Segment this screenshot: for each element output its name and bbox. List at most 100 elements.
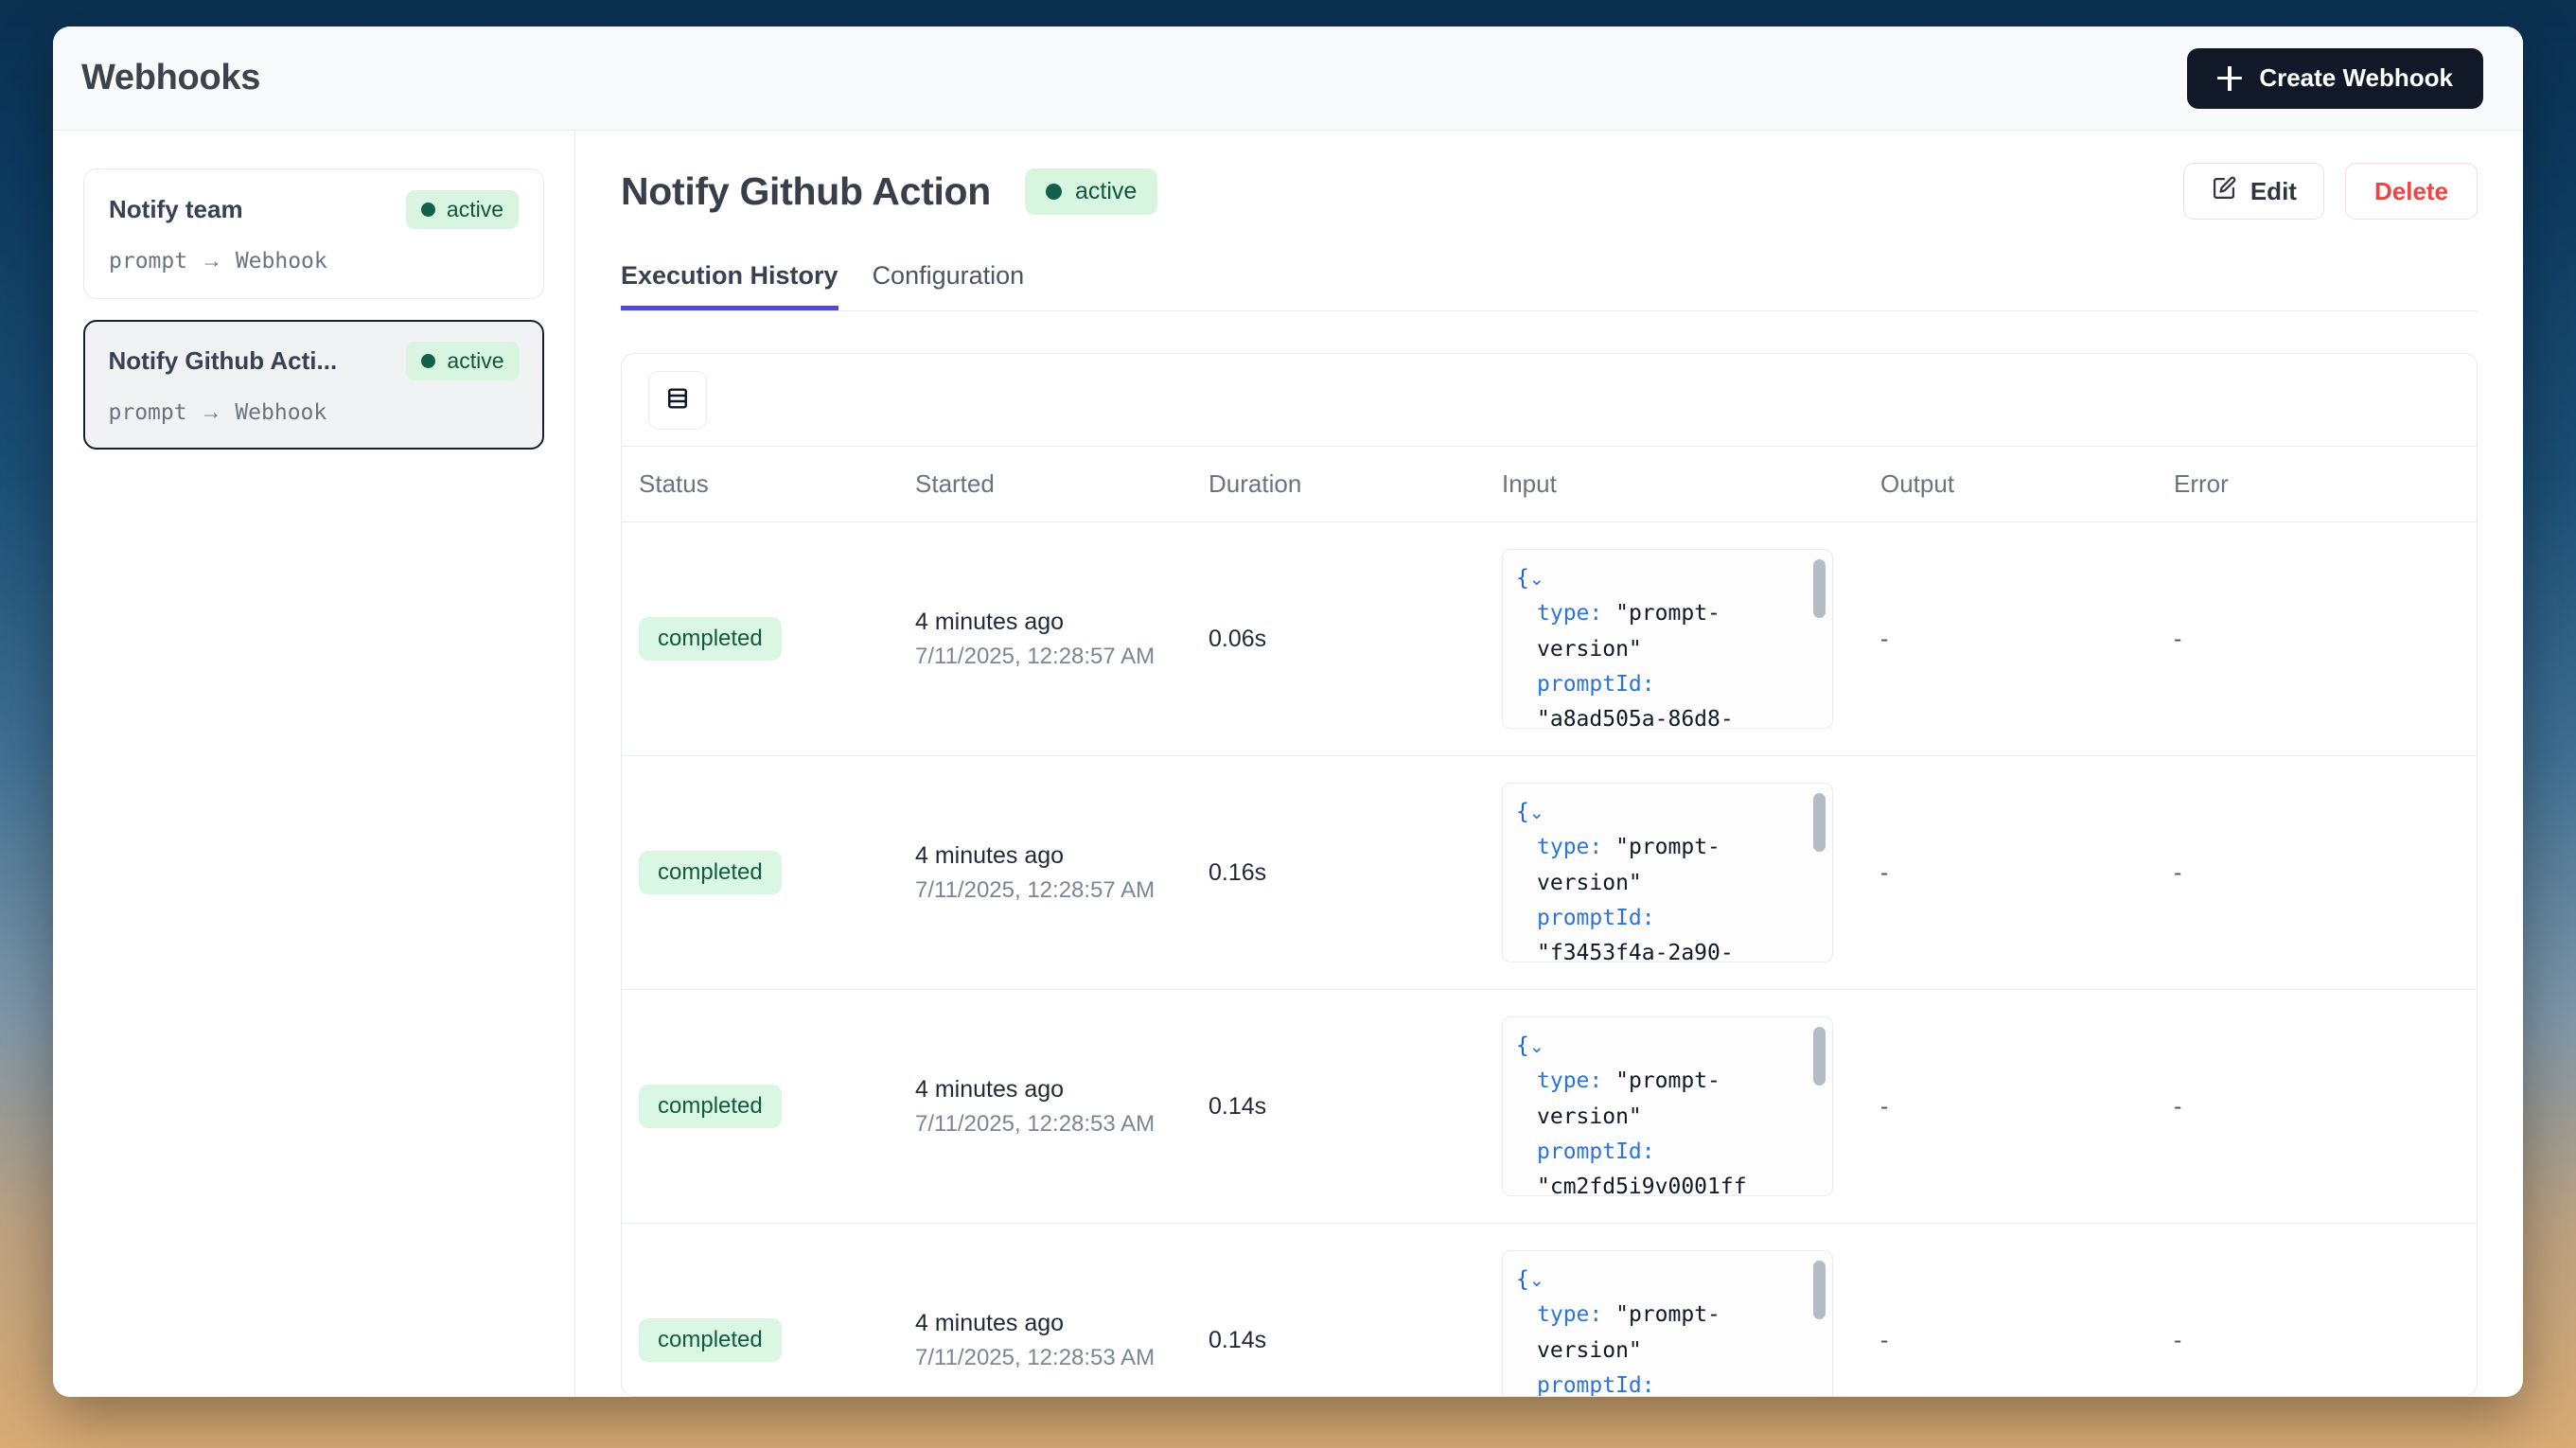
cell-status: completed (622, 755, 915, 990)
chevron-down-icon[interactable]: ⌄ (1528, 1271, 1544, 1291)
sidebar-item-notify-github-action[interactable]: Notify Github Acti... active prompt → We… (83, 320, 544, 450)
json-line: type: "prompt-version" (1516, 830, 1819, 901)
json-open-brace: { (1516, 1267, 1529, 1292)
json-line: "a8ad505a-86d8- (1516, 702, 1819, 729)
started-absolute: 7/11/2025, 12:28:53 AM (915, 1344, 1156, 1370)
json-line: promptId: (1516, 1369, 1819, 1396)
cell-status: completed (622, 989, 915, 1224)
cell-output: - (1880, 521, 2174, 756)
json-viewer[interactable]: {⌄ type: "prompt-version" promptId: "ec8… (1502, 1250, 1833, 1396)
status-badge: active (406, 341, 520, 380)
sidebar-item-target: Webhook (235, 399, 327, 425)
json-viewer[interactable]: {⌄ type: "prompt-version" promptId: "f34… (1502, 783, 1833, 962)
started-relative: 4 minutes ago (915, 1075, 1065, 1103)
column-header-started: Started (915, 447, 1209, 522)
json-value: "a8ad505a-86d8- (1537, 707, 1734, 729)
started-relative: 4 minutes ago (915, 841, 1065, 869)
table-row[interactable]: completed 4 minutes ago 7/11/2025, 12:28… (622, 989, 2477, 1224)
chevron-down-icon[interactable]: ⌄ (1528, 570, 1544, 590)
started-absolute: 7/11/2025, 12:28:53 AM (915, 1110, 1156, 1137)
json-value: "cm2fd5i9v0001ff (1537, 1174, 1747, 1196)
json-scrollbar[interactable] (1813, 559, 1826, 618)
json-line: type: "prompt-version" (1516, 1298, 1819, 1369)
table-head: Status Started Duration Input Output Err… (622, 447, 2477, 522)
column-header-duration: Duration (1209, 447, 1502, 522)
create-webhook-label: Create Webhook (2259, 63, 2453, 92)
sidebar-item-subtitle: prompt → Webhook (109, 399, 520, 425)
status-badge-label: active (447, 347, 504, 373)
edit-button[interactable]: Edit (2182, 163, 2324, 220)
json-root-line[interactable]: {⌄ (1516, 795, 1819, 830)
json-viewer[interactable]: {⌄ type: "prompt-version" promptId: "a8a… (1502, 549, 1833, 729)
cell-status: completed (622, 521, 915, 756)
plus-icon (2217, 65, 2243, 91)
table-row[interactable]: completed 4 minutes ago 7/11/2025, 12:28… (622, 755, 2477, 990)
table-view-button[interactable] (648, 370, 707, 430)
json-scrollbar[interactable] (1813, 1027, 1826, 1086)
cell-started: 4 minutes ago 7/11/2025, 12:28:53 AM (915, 989, 1209, 1224)
json-line: type: "prompt-version" (1516, 1064, 1819, 1135)
started-absolute: 7/11/2025, 12:28:57 AM (915, 643, 1156, 669)
execution-history-table: Status Started Duration Input Output Err… (622, 447, 2477, 1396)
started-absolute: 7/11/2025, 12:28:57 AM (915, 876, 1156, 903)
chevron-down-icon[interactable]: ⌄ (1528, 1037, 1544, 1057)
detail-title-wrap: Notify Github Action active (621, 168, 1158, 215)
status-dot-icon (421, 353, 436, 368)
sidebar-item-name: Notify team (109, 195, 243, 223)
cell-duration: 0.14s (1209, 1223, 1502, 1396)
sidebar-item-source: prompt (109, 249, 188, 274)
json-key: type: (1537, 1068, 1603, 1094)
table-body: completed 4 minutes ago 7/11/2025, 12:28… (622, 521, 2477, 1396)
json-value: "f3453f4a-2a90- (1537, 941, 1734, 962)
json-root-line[interactable]: {⌄ (1516, 561, 1819, 596)
detail-tabs: Execution History Configuration (621, 261, 2478, 311)
table-rows-icon (664, 385, 691, 415)
detail-status-badge: active (1025, 168, 1158, 215)
cell-started: 4 minutes ago 7/11/2025, 12:28:57 AM (915, 521, 1209, 756)
json-viewer[interactable]: {⌄ type: "prompt-version" promptId: "cm2… (1502, 1016, 1833, 1196)
json-key: promptId: (1537, 905, 1655, 930)
table-header-row: Status Started Duration Input Output Err… (622, 447, 2477, 522)
json-key: promptId: (1537, 1139, 1655, 1164)
sidebar-item-name: Notify Github Acti... (108, 345, 338, 375)
tab-configuration[interactable]: Configuration (872, 261, 1025, 290)
json-value: "prompt-version" (1537, 835, 1720, 895)
json-open-brace: { (1516, 566, 1529, 591)
sidebar-item-notify-team[interactable]: Notify team active prompt → Webhook (83, 168, 544, 299)
create-webhook-button[interactable]: Create Webhook (2187, 47, 2483, 109)
detail-header: Notify Github Action active (621, 163, 2478, 220)
sidebar-item-header: Notify team active (109, 190, 519, 229)
cell-error: - (2174, 755, 2477, 990)
started-relative: 4 minutes ago (915, 1309, 1065, 1336)
json-root-line[interactable]: {⌄ (1516, 1263, 1819, 1298)
page-title: Notify Github Action (621, 168, 992, 213)
cell-started: 4 minutes ago 7/11/2025, 12:28:53 AM (915, 1223, 1209, 1396)
sidebar-item-header: Notify Github Acti... active (108, 341, 520, 380)
table-row[interactable]: completed 4 minutes ago 7/11/2025, 12:28… (622, 1223, 2477, 1396)
table-toolbar (622, 354, 2477, 447)
detail-status-label: active (1075, 177, 1138, 204)
cell-started: 4 minutes ago 7/11/2025, 12:28:57 AM (915, 755, 1209, 990)
json-value: "prompt-version" (1537, 1068, 1720, 1129)
tab-execution-history[interactable]: Execution History (621, 261, 838, 310)
sidebar-item-source: prompt (108, 399, 187, 425)
cell-status: completed (622, 1223, 915, 1396)
json-scrollbar[interactable] (1813, 793, 1826, 852)
sidebar-item-subtitle: prompt → Webhook (109, 248, 519, 274)
top-bar: Webhooks Create Webhook (53, 26, 2523, 131)
json-root-line[interactable]: {⌄ (1516, 1029, 1819, 1064)
status-badge-label: active (446, 197, 503, 221)
cell-input: {⌄ type: "prompt-version" promptId: "f34… (1502, 755, 1880, 990)
status-badge: completed (639, 851, 782, 894)
json-key: type: (1537, 601, 1603, 627)
delete-button[interactable]: Delete (2344, 163, 2478, 220)
cell-input: {⌄ type: "prompt-version" promptId: "cm2… (1502, 989, 1880, 1224)
json-line: type: "prompt-version" (1516, 596, 1819, 667)
json-scrollbar[interactable] (1813, 1261, 1826, 1319)
cell-duration: 0.16s (1209, 755, 1502, 990)
chevron-down-icon[interactable]: ⌄ (1528, 803, 1544, 823)
status-badge: completed (639, 1085, 782, 1128)
column-header-status: Status (622, 447, 915, 522)
json-line: "f3453f4a-2a90- (1516, 936, 1819, 962)
table-row[interactable]: completed 4 minutes ago 7/11/2025, 12:28… (622, 521, 2477, 756)
